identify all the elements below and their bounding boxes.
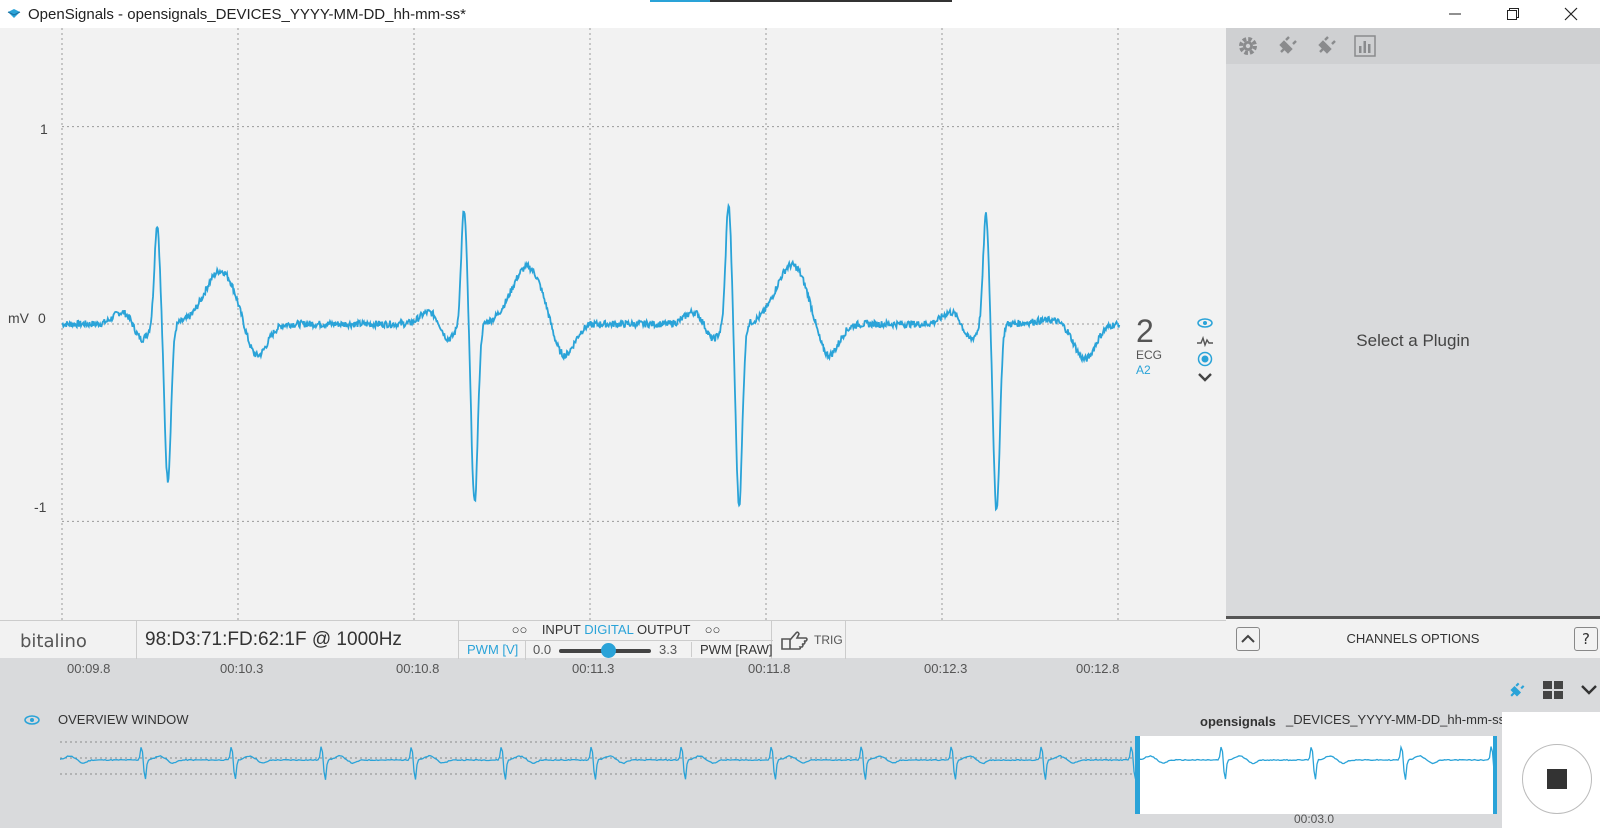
signal-plot-panel[interactable]: mV 1 0 -1 2 ECG A2 [0,28,1226,620]
time-tick-label: 00:12.3 [924,661,968,676]
restore-icon [1507,8,1519,20]
device-bar: bitalino 98:D3:71:FD:62:1F @ 1000Hz ○○ I… [0,620,1226,660]
bitalino-logo-text: bitalino [20,631,87,652]
connect-device-button[interactable] [1273,32,1301,60]
chevron-down-icon [1198,373,1212,382]
file-name-prefix: opensignals [1200,714,1276,729]
y-tick-label: 0 [38,310,46,326]
plot-horizontal-grid [62,126,1120,522]
app-logo-icon [7,9,21,18]
plugin-toolbar [1226,28,1600,64]
time-tick-label: 00:11.3 [572,661,615,676]
waveform-icon [1197,335,1213,347]
chevron-down-icon [1581,685,1597,695]
channels-options-bar: CHANNELS OPTIONS ? [1226,616,1600,658]
gear-icon [1239,37,1257,55]
stop-recording-button[interactable] [1522,744,1592,814]
eye-icon[interactable] [24,714,40,726]
time-tick-label: 00:11.8 [748,661,791,676]
device-connection-button[interactable] [1502,676,1532,704]
loading-progress [650,0,952,2]
input-label: INPUT [541,622,581,637]
overview-selection-handle-left[interactable] [1135,736,1140,814]
minimize-icon [1449,13,1461,15]
grid-layout-icon [1543,681,1563,699]
pwm-slider-handle[interactable] [601,643,616,658]
minimize-button[interactable] [1432,0,1478,28]
bitalino-logo: bitalino [18,629,118,653]
visibility-toggle[interactable] [1196,314,1214,332]
ecg-signal-line [61,202,1121,512]
channel-type: ECG [1136,348,1163,362]
layout-grid-button[interactable] [1538,676,1568,704]
output-led-icons[interactable]: ○○ [693,622,721,637]
y-tick-label: 1 [40,121,48,137]
title-bar: OpenSignals - opensignals_DEVICES_YYYY-M… [0,0,1600,28]
overview-signal-line [60,744,1495,780]
trigger-label: TRIG [814,633,843,647]
overview-plot[interactable] [60,736,1500,820]
channel-controls [1196,314,1214,386]
chevron-up-icon [1241,634,1255,643]
overview-label: OVERVIEW WINDOW [58,712,189,727]
window-title: OpenSignals - opensignals_DEVICES_YYYY-M… [28,5,466,23]
pwm-volts-toggle[interactable]: PWM [V] [467,642,519,657]
time-tick-label: 00:10.3 [220,661,264,676]
hand-pointer-icon [781,631,808,650]
digital-io-panel: ○○ INPUT DIGITAL OUTPUT ○○ PWM [V] 0.0 3… [458,621,773,660]
statistics-button[interactable] [1351,32,1379,60]
plugin-panel: Select a Plugin [1226,28,1600,620]
radio-target-icon [1197,351,1213,367]
time-tick-label: 00:09.8 [67,661,111,676]
channel-expand-button[interactable] [1196,368,1214,386]
signal-style-button[interactable] [1196,332,1214,350]
disconnect-device-button[interactable] [1312,32,1340,60]
close-button[interactable] [1548,0,1594,28]
help-button[interactable]: ? [1574,627,1598,651]
record-channel-toggle[interactable] [1196,350,1214,368]
channel-number: 2 [1136,313,1154,349]
bitalino-logo-graphic: bitalino [20,631,87,652]
overview-collapse-button[interactable] [1574,676,1600,704]
time-tick-label: 00:12.8 [1076,661,1120,676]
overview-selection-handle-right[interactable] [1493,736,1497,814]
plug-icon [1510,682,1525,697]
time-tick-label: 00:10.8 [396,661,440,676]
input-led-icons: ○○ [511,622,539,637]
pwm-min-label: 0.0 [533,642,552,657]
close-icon [1564,7,1578,21]
restore-button[interactable] [1490,0,1536,28]
overview-toolbar [1502,676,1600,704]
channel-port: A2 [1136,363,1151,377]
eye-icon [1197,318,1213,328]
settings-button[interactable] [1234,32,1262,60]
expand-channels-button[interactable] [1236,627,1260,651]
output-label: OUTPUT [636,622,691,637]
y-tick-label: -1 [34,499,47,515]
stop-button-area [1502,712,1600,828]
stop-icon [1547,769,1567,789]
device-address: 98:D3:71:FD:62:1F @ 1000Hz [136,621,402,659]
plugin-placeholder: Select a Plugin [1356,331,1470,350]
pwm-raw-toggle[interactable]: PWM [RAW] [691,642,772,657]
file-name-suffix: _DEVICES_YYYY-MM-DD_hh-mm-ss* [1286,712,1511,727]
trigger-button[interactable]: TRIG [772,621,846,659]
pwm-max-label: 3.3 [659,642,678,657]
digital-label: DIGITAL [584,622,634,637]
bar-chart-icon [1354,35,1376,57]
ecg-plot[interactable] [0,28,1226,620]
pwm-row: PWM [V] 0.0 3.3 PWM [RAW] [459,640,773,660]
digital-io-header: ○○ INPUT DIGITAL OUTPUT ○○ [459,622,773,637]
overview-time-label: 00:03.0 [1294,812,1335,826]
y-unit-label: mV [8,310,29,326]
overview-header: OVERVIEW WINDOW [24,712,188,727]
plug-icon [1318,36,1336,54]
plug-icon [1279,36,1297,54]
channel-info: 2 ECG A2 [1136,314,1176,378]
channels-options-label: CHANNELS OPTIONS [1346,631,1480,646]
